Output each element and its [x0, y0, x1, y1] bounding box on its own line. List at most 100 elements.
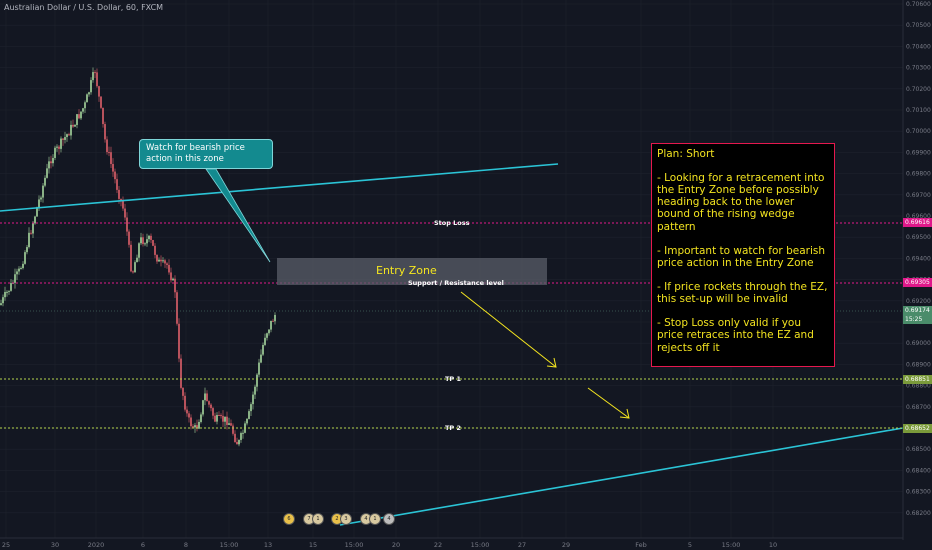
candle-body — [178, 323, 180, 359]
price-axis-label: 0.70600 — [906, 1, 931, 8]
candle-body — [34, 216, 36, 224]
price-axis-label: 0.69700 — [906, 192, 931, 199]
countdown-tag: 15:25 — [903, 315, 932, 324]
event-badge[interactable]: 1 — [312, 513, 324, 525]
candle-body — [126, 217, 128, 232]
candle-body — [264, 337, 266, 345]
candle-body — [102, 107, 104, 125]
candle-body — [252, 394, 254, 405]
candle-body — [230, 423, 232, 426]
time-axis-label: 2020 — [88, 541, 105, 549]
time-axis-label: 13 — [264, 541, 272, 549]
candle-body — [16, 271, 18, 275]
candle-body — [160, 259, 162, 262]
time-axis-label: 22 — [434, 541, 442, 549]
candle-body — [256, 374, 258, 387]
time-axis-label: 15:00 — [471, 541, 490, 549]
candle-body — [250, 404, 252, 412]
price-axis-label: 0.69200 — [906, 298, 931, 305]
candle-body — [200, 414, 202, 422]
event-badge[interactable]: 3 — [340, 513, 352, 525]
candle-body — [98, 86, 100, 97]
time-axis-label: 25 — [2, 541, 10, 549]
resistance-price-tag: 0.69305 — [903, 278, 932, 287]
time-axis-label: Feb — [635, 541, 647, 549]
candle-body — [222, 415, 224, 422]
candle-body — [218, 415, 220, 417]
price-axis[interactable]: 0.70600 0.70500 0.70400 0.70300 0.70200 0.701… — [906, 1, 931, 517]
candle-body — [22, 263, 24, 269]
time-axis-label: 15:00 — [345, 541, 364, 549]
price-axis-label: 0.69400 — [906, 255, 931, 262]
candle-body — [18, 268, 20, 272]
entry-zone-rect[interactable] — [277, 258, 547, 285]
time-axis-label: 30 — [51, 541, 59, 549]
candle-body — [2, 297, 4, 304]
time-axis-label: 29 — [562, 541, 570, 549]
candle-body — [32, 223, 34, 234]
projection-arrows — [460, 291, 630, 419]
callout-note[interactable]: Watch for bearish price action in this z… — [139, 139, 273, 169]
time-axis-label: 27 — [518, 541, 526, 549]
candle-body — [42, 185, 44, 198]
candle-body — [258, 362, 260, 375]
candle-body — [274, 314, 276, 322]
current-price-tag: 0.69174 — [903, 306, 932, 315]
candle-body — [192, 426, 194, 428]
candle-body — [6, 291, 8, 293]
candle-body — [68, 134, 70, 136]
candle-body — [88, 92, 90, 95]
time-axis[interactable]: 25 30 2020 6 8 15:00 13 15 15:00 20 22 15:00 27 29 Feb… — [2, 541, 777, 549]
candle-body — [50, 161, 52, 164]
trade-plan-note[interactable]: Plan: Short - Looking for a retracement … — [651, 143, 835, 367]
candle-body — [142, 237, 144, 245]
candle-body — [24, 252, 26, 264]
candle-body — [30, 232, 32, 234]
candle-body — [210, 404, 212, 409]
tp2-label: TP 2 — [445, 424, 461, 432]
candle-body — [48, 161, 50, 169]
candle-body — [20, 268, 22, 270]
price-axis-label: 0.69900 — [906, 149, 931, 156]
candle-body — [112, 163, 114, 172]
arrow-1 — [460, 291, 557, 368]
candle-body — [194, 425, 196, 428]
candle-body — [150, 235, 152, 241]
candle-body — [14, 274, 16, 283]
stop-loss-price-tag: 0.69616 — [903, 218, 932, 227]
candle-body — [72, 124, 74, 127]
event-badge[interactable]: 4 — [383, 513, 395, 525]
candle-body — [52, 157, 54, 164]
candle-body — [0, 303, 2, 305]
candle-body — [120, 198, 122, 201]
candle-body — [114, 171, 116, 180]
candle-body — [130, 244, 132, 272]
candle-body — [28, 232, 30, 248]
candle-body — [270, 320, 272, 330]
candle-body — [86, 94, 88, 103]
stop-loss-label: Stop Loss — [434, 219, 470, 227]
upper-wedge-trendline[interactable] — [0, 163, 559, 212]
event-badge[interactable]: 1 — [369, 513, 381, 525]
price-axis-label: 0.70300 — [906, 65, 931, 72]
price-axis-label: 0.70000 — [906, 128, 931, 135]
candle-body — [74, 124, 76, 127]
candle-body — [118, 189, 120, 199]
price-axis-label: 0.68400 — [906, 467, 931, 474]
candle-body — [44, 177, 46, 186]
candle-body — [198, 421, 200, 429]
candle-body — [254, 386, 256, 395]
event-badge[interactable]: 6 — [283, 513, 295, 525]
candle-body — [226, 416, 228, 425]
candle-body — [140, 237, 142, 244]
lower-wedge-trendline[interactable] — [339, 427, 904, 526]
candle-body — [46, 168, 48, 178]
candle-body — [96, 72, 98, 87]
candle-body — [116, 179, 118, 190]
candle-body — [188, 413, 190, 418]
candle-body — [236, 441, 238, 445]
candle-body — [76, 114, 78, 125]
candle-body — [202, 400, 204, 415]
candle-body — [268, 329, 270, 334]
